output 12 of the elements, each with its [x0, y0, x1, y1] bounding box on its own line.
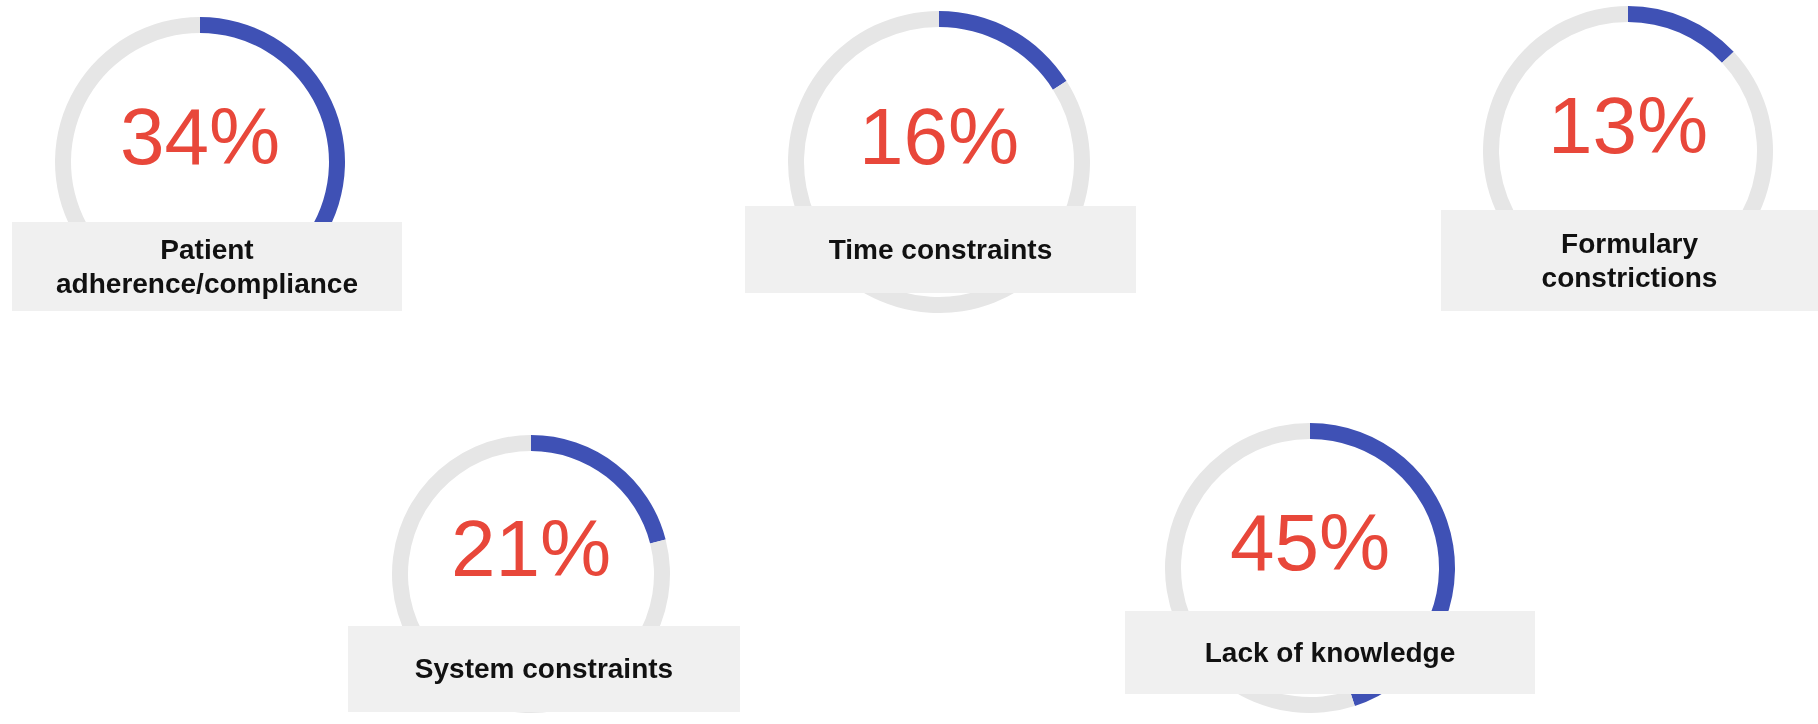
donut-slice — [1628, 6, 1734, 63]
text: System constraints — [414, 652, 674, 686]
data-label: 34% — [119, 92, 281, 181]
text: Time constraints — [828, 232, 1053, 267]
data-label: 21% — [450, 504, 612, 593]
text: Lack of knowledge — [1204, 635, 1456, 670]
text: Formulary constrictions — [1540, 226, 1719, 295]
text: Patient adherence/compliance — [55, 232, 359, 301]
donut-slice — [939, 11, 1067, 90]
data-label: 16% — [858, 92, 1020, 181]
data-label: 13% — [1547, 81, 1709, 170]
data-label: 45% — [1229, 498, 1391, 587]
